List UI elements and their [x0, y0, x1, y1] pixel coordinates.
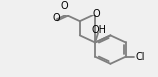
- Text: Cl: Cl: [136, 52, 145, 62]
- Text: OH: OH: [91, 25, 106, 35]
- Text: O: O: [53, 13, 61, 23]
- Text: O: O: [92, 9, 100, 19]
- Text: O: O: [60, 1, 68, 11]
